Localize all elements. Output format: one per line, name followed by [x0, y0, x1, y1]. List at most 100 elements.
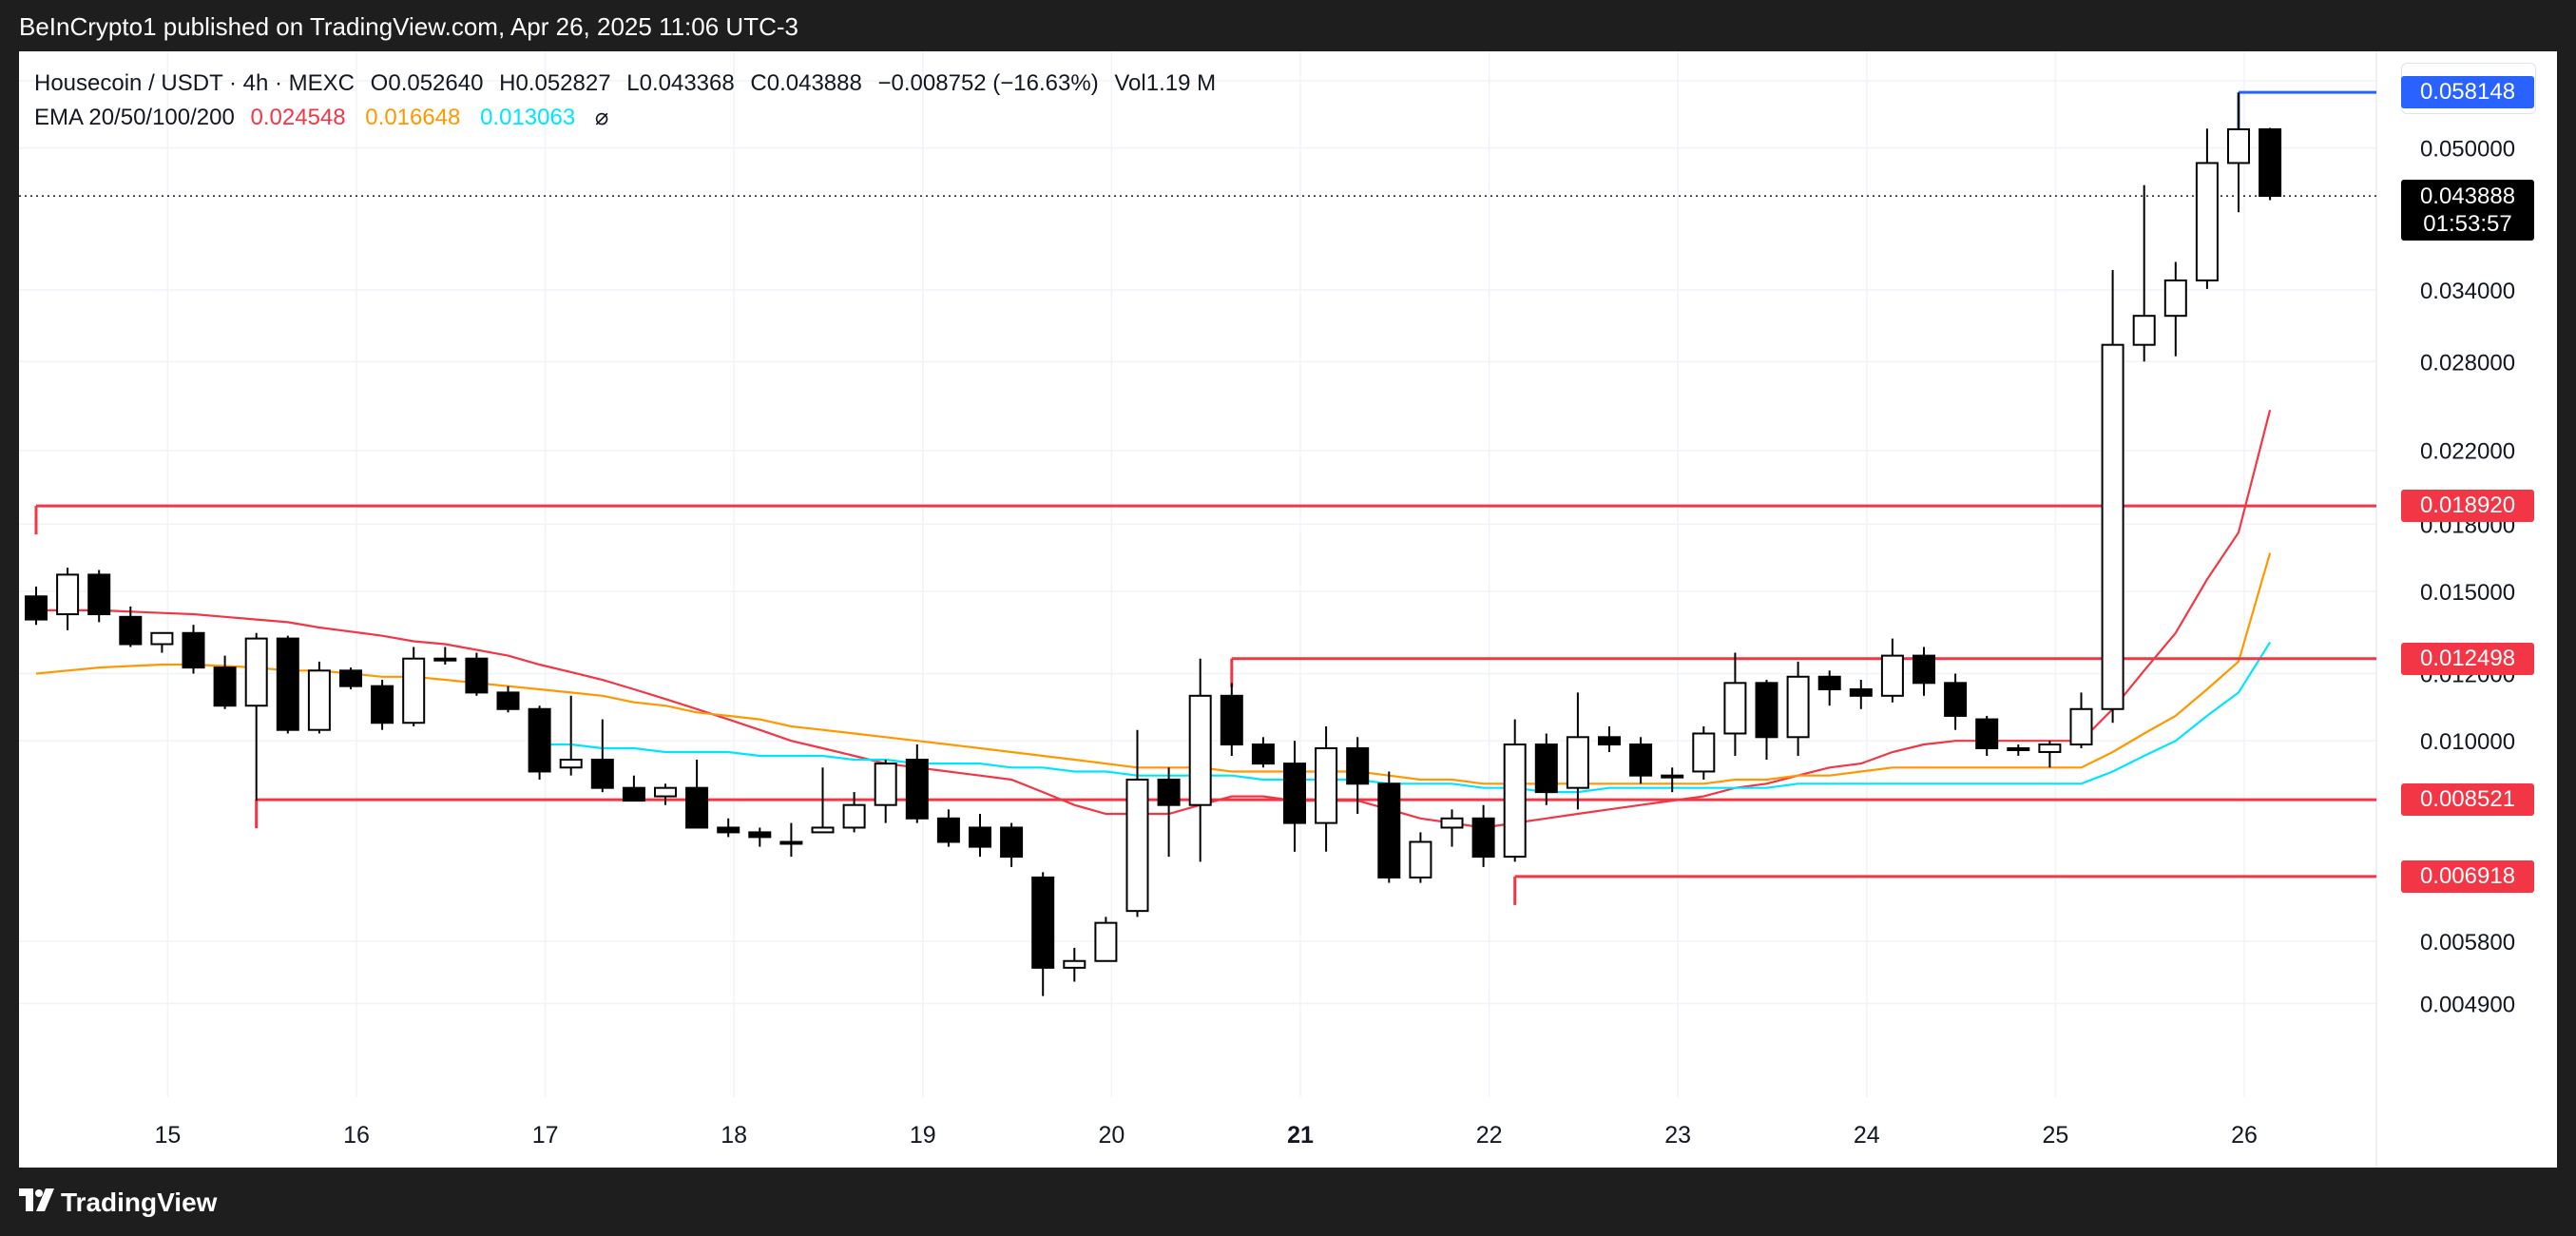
- ohlc-row: Housecoin / USDT · 4h · MEXC O0.052640 H…: [34, 67, 1225, 101]
- candle-down: [1913, 654, 1935, 685]
- candle-down: [1000, 826, 1024, 859]
- candle-down: [339, 669, 362, 687]
- candle-down: [276, 637, 299, 731]
- candle-up: [2007, 746, 2030, 751]
- candle-up: [811, 826, 835, 834]
- footer-bar: TradingView: [0, 1168, 2576, 1236]
- x-tick-label: 23: [1664, 1122, 1691, 1149]
- ema-hidden-icon[interactable]: ⌀: [594, 105, 609, 130]
- candle-up: [2101, 343, 2124, 710]
- x-tick-label: 22: [1476, 1122, 1503, 1149]
- candle-up: [1409, 840, 1432, 879]
- candle-down: [1251, 744, 1275, 765]
- candle-up: [402, 657, 426, 724]
- y-tick-label: 0.010000: [2420, 729, 2515, 755]
- candle-up: [2195, 162, 2219, 281]
- y-tick-label: 0.028000: [2420, 350, 2515, 376]
- candle-down: [1220, 694, 1243, 746]
- volume: Vol1.19 M: [1114, 70, 1217, 96]
- x-tick-label: 21: [1287, 1122, 1314, 1149]
- candle-up: [1315, 746, 1338, 824]
- candle-up: [1661, 774, 1684, 779]
- candle-up: [1094, 921, 1118, 962]
- y-tick-label: 0.004900: [2420, 993, 2515, 1018]
- ema-line: [539, 642, 2272, 794]
- candle-down: [969, 826, 991, 848]
- candle-down: [717, 826, 740, 834]
- candle-up: [1692, 732, 1716, 773]
- symbol-label[interactable]: Housecoin / USDT · 4h · MEXC: [34, 70, 355, 96]
- candle-down: [748, 831, 772, 839]
- candle-up: [779, 840, 803, 845]
- candle-down: [1471, 817, 1495, 859]
- candle-down: [1629, 744, 1653, 777]
- candle-down: [87, 573, 111, 616]
- candle-up: [2069, 707, 2093, 746]
- candle-up: [56, 573, 80, 616]
- x-tick-label: 17: [532, 1122, 559, 1149]
- candle-down: [685, 786, 709, 829]
- ema-20-value: 0.024548: [250, 105, 346, 130]
- candle-up: [1786, 675, 1810, 739]
- x-tick-label: 19: [910, 1122, 936, 1149]
- candle-down: [1944, 682, 1968, 717]
- candle-up: [1188, 694, 1212, 806]
- x-tick-label: 25: [2042, 1122, 2068, 1149]
- price-change: −0.008752 (−16.63%): [877, 70, 1099, 96]
- candle-down: [1849, 688, 1873, 697]
- ohlc-high: H0.052827: [499, 70, 611, 96]
- candle-up: [1566, 736, 1589, 789]
- y-tick-label: 0.015000: [2420, 580, 2515, 606]
- candle-down: [1377, 782, 1401, 879]
- x-tick-label: 26: [2231, 1122, 2258, 1149]
- x-tick-label: 24: [1854, 1122, 1880, 1149]
- candle-down: [2259, 128, 2282, 198]
- ema-100-value: 0.013063: [480, 105, 576, 130]
- candle-up: [1063, 959, 1086, 969]
- candle-down: [213, 666, 237, 707]
- candle-up: [1503, 744, 1527, 859]
- candle-down: [1534, 744, 1558, 794]
- candle-up: [2163, 279, 2187, 318]
- current-price-tag: 0.043888 01:53:57: [2401, 180, 2534, 241]
- candle-up: [433, 657, 457, 662]
- x-tick-label: 16: [343, 1122, 370, 1149]
- candle-up: [2227, 128, 2250, 164]
- candle-down: [119, 615, 143, 646]
- publish-bar: BeInCrypto1 published on TradingView.com…: [0, 0, 2576, 51]
- y-tick-label: 0.050000: [2420, 137, 2515, 163]
- brand-name[interactable]: TradingView: [61, 1188, 218, 1217]
- published-text: BeInCrypto1 published on TradingView.com…: [19, 12, 798, 41]
- ema-label[interactable]: EMA 20/50/100/200: [34, 105, 235, 130]
- level-tag-3: 0.008521: [2401, 783, 2534, 817]
- candle-up: [1723, 682, 1747, 735]
- candle-up: [1125, 778, 1149, 913]
- level-tag-4: 0.006918: [2401, 859, 2534, 893]
- x-tick-label: 20: [1098, 1122, 1125, 1149]
- tradingview-logo-icon[interactable]: [19, 1188, 55, 1211]
- candle-down: [465, 657, 489, 694]
- ohlc-close: C0.043888: [750, 70, 862, 96]
- candle-down: [1598, 736, 1621, 746]
- current-price-value: 0.043888: [2419, 183, 2516, 210]
- candle-countdown: 01:53:57: [2423, 211, 2512, 238]
- chart-area[interactable]: 15 16 17 18 19 20 21 22 23 24 25 26 0.004900 0.005800…: [19, 51, 2557, 1168]
- candle-up: [559, 759, 583, 769]
- level-tag-2: 0.012498: [2401, 642, 2534, 675]
- y-tick-label: 0.034000: [2420, 279, 2515, 304]
- candle-up: [1440, 817, 1464, 829]
- candle-down: [590, 759, 614, 789]
- ohlc-low: L0.043368: [626, 70, 735, 96]
- x-tick-label: 15: [154, 1122, 181, 1149]
- candle-down: [1755, 682, 1778, 739]
- candle-down: [936, 817, 960, 843]
- chart-legend: Housecoin / USDT · 4h · MEXC O0.052640 H…: [34, 67, 1225, 135]
- candle-down: [496, 691, 520, 710]
- candle-up: [842, 803, 866, 829]
- candle-up: [150, 631, 174, 646]
- candle-down: [1975, 718, 1999, 749]
- candle-down: [1157, 778, 1181, 806]
- candle-down: [528, 707, 551, 773]
- candle-down: [182, 631, 205, 669]
- price-chart[interactable]: 15 16 17 18 19 20 21 22 23 24 25 26 0.004900 0.005800…: [19, 51, 2557, 1168]
